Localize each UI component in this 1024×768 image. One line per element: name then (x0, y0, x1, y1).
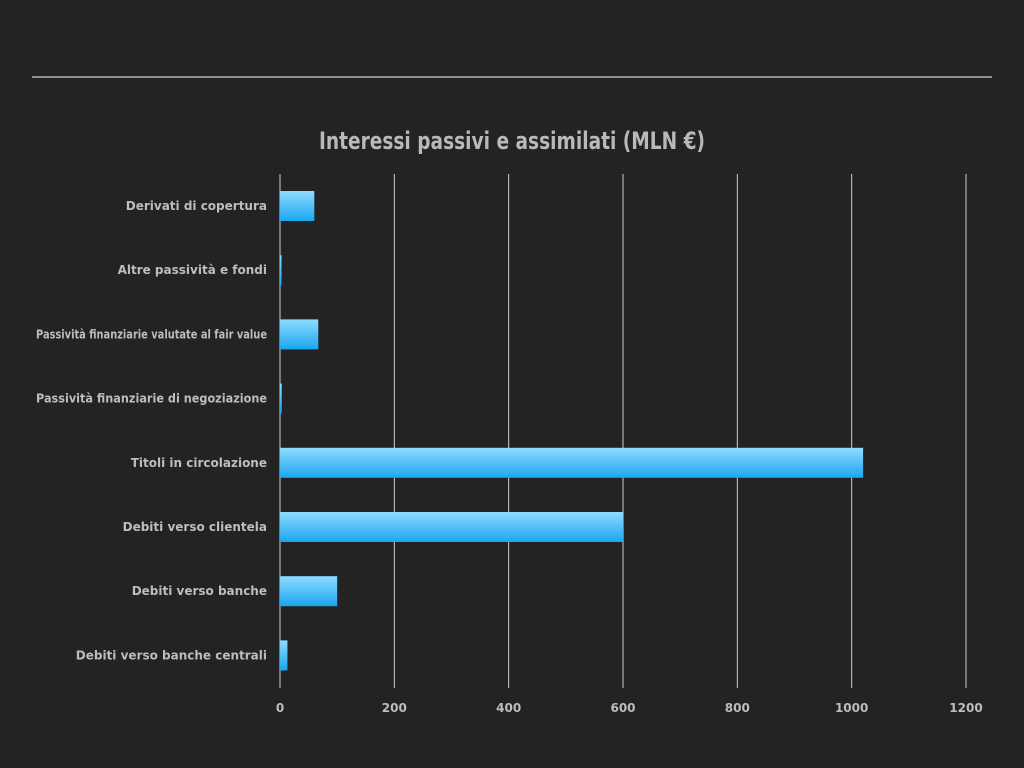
category-labels: Derivati di copertura Altre passività e f… (36, 199, 267, 662)
bar (280, 383, 282, 414)
category-label: Debiti verso banche (132, 584, 267, 598)
x-tick-label: 0 (276, 701, 284, 715)
category-label: Debiti verso banche centrali (76, 648, 267, 662)
x-tick-labels: 0 200 400 600 800 1000 1200 (276, 701, 983, 715)
category-label: Passività finanziarie valutate al fair v… (36, 327, 267, 341)
category-label: Passività finanziarie di negoziazione (36, 392, 267, 406)
category-label: Titoli in circolazione (131, 456, 267, 470)
x-tick-label: 1200 (949, 701, 982, 715)
x-tick-label: 1000 (835, 701, 868, 715)
bar (280, 255, 282, 286)
top-divider (32, 76, 992, 78)
bar (280, 512, 623, 542)
bar (280, 576, 338, 607)
x-tick-label: 400 (496, 701, 521, 715)
bar (280, 447, 864, 478)
category-label: Debiti verso clientela (123, 520, 267, 534)
chart-title: Interessi passivi e assimilati (MLN €) (319, 127, 705, 155)
bar (280, 191, 315, 221)
category-label: Derivati di copertura (126, 199, 267, 213)
x-tick-label: 200 (382, 701, 407, 715)
x-tick-label: 800 (725, 701, 750, 715)
gridlines (279, 174, 967, 688)
category-label: Altre passività e fondi (118, 263, 267, 277)
x-tick-label: 600 (610, 701, 635, 715)
bars (280, 191, 864, 671)
bar (280, 640, 288, 671)
bar (280, 319, 319, 350)
